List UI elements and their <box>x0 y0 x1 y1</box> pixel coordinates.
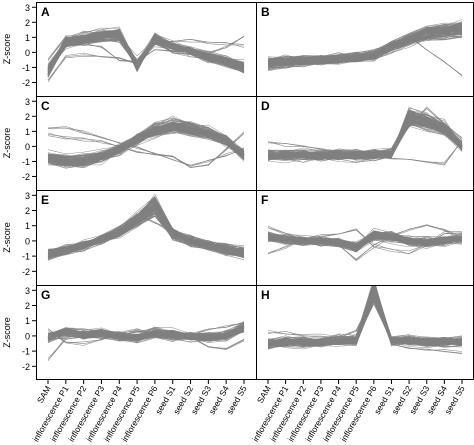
outlier-profile-line <box>47 133 245 169</box>
profile-line <box>47 32 245 72</box>
panel-label-b: B <box>261 5 270 19</box>
y-tick-label: 2 <box>25 206 30 216</box>
profile-line <box>47 124 245 165</box>
profile-line <box>47 323 245 338</box>
y-tick-label: 1 <box>25 127 30 137</box>
profile-line <box>47 35 245 70</box>
y-tick-label: 1 <box>25 316 30 326</box>
y-tick-label: 2 <box>25 301 30 311</box>
outlier-profile-line <box>47 328 245 350</box>
panel-label-g: G <box>41 288 50 302</box>
profile-line <box>47 39 245 75</box>
y-tick-label: 3 <box>25 3 30 13</box>
profile-line <box>47 128 245 166</box>
outlier-profile-line <box>47 329 245 349</box>
profile-line <box>267 288 463 348</box>
y-axis-label: Z-score <box>2 34 12 65</box>
y-axis-label: Z-score <box>2 317 12 348</box>
y-tick-label: -2 <box>22 362 30 372</box>
profile-line <box>47 126 245 159</box>
profile-line <box>47 124 245 161</box>
y-tick-label: 3 <box>25 191 30 201</box>
y-tick-label: -1 <box>22 347 30 357</box>
outlier-profile-line <box>267 224 463 260</box>
profile-line <box>267 31 463 65</box>
y-tick-label: -1 <box>22 157 30 167</box>
profile-line <box>267 124 463 160</box>
x-tick-label: SAM <box>255 384 273 405</box>
outlier-profile-line <box>47 38 245 81</box>
x-tick-label: SAM <box>35 384 53 405</box>
panel-c-lines <box>47 115 245 169</box>
panel-label-c: C <box>41 99 50 113</box>
profile-line <box>267 291 463 350</box>
profile-line <box>47 127 245 161</box>
panel-label-d: D <box>261 99 270 113</box>
frames-layer <box>36 2 474 380</box>
panel-label-e: E <box>41 193 49 207</box>
profile-line <box>47 202 245 255</box>
panel-label-a: A <box>41 5 50 19</box>
outlier-profile-line <box>47 127 245 167</box>
outlier-profile-line <box>47 36 245 63</box>
y-tick-label: 0 <box>25 48 30 58</box>
outlier-profile-line <box>267 295 463 354</box>
outlier-profile-line <box>267 36 463 76</box>
y-tick-label: 1 <box>25 221 30 231</box>
y-tick-label: -1 <box>22 63 30 73</box>
profile-line <box>267 27 463 65</box>
outlier-profile-line <box>267 106 463 159</box>
panel-h-lines <box>267 285 463 354</box>
profile-line <box>267 28 463 63</box>
y-tick-label: -2 <box>22 172 30 182</box>
profile-line <box>267 120 463 154</box>
panel-label-h: H <box>261 288 270 302</box>
y-tick-label: 3 <box>25 286 30 296</box>
outlier-profile-line <box>47 213 245 259</box>
y-tick-label: 0 <box>25 236 30 246</box>
profile-line <box>47 119 245 165</box>
profile-line <box>47 199 245 257</box>
y-tick-label: -2 <box>22 267 30 277</box>
profile-line <box>267 231 463 247</box>
panel-label-f: F <box>261 193 268 207</box>
y-tick-label: -1 <box>22 252 30 262</box>
outlier-profile-line <box>47 328 245 350</box>
profile-line <box>267 300 463 346</box>
y-tick-label: 0 <box>25 142 30 152</box>
profile-line <box>47 331 245 341</box>
y-axis-label: Z-score <box>2 222 12 253</box>
panel-a-lines <box>47 26 245 83</box>
outlier-profile-line <box>47 126 245 166</box>
panel-b-lines <box>267 19 463 77</box>
panels-layer <box>47 19 463 361</box>
outlier-profile-line <box>267 24 463 71</box>
outlier-profile-line <box>47 322 245 361</box>
profile-line <box>47 130 245 159</box>
panel-g-lines <box>47 321 245 361</box>
outlier-profile-line <box>267 140 463 166</box>
profile-line <box>47 323 245 339</box>
y-tick-label: 0 <box>25 331 30 341</box>
y-tick-label: -2 <box>22 78 30 88</box>
y-axis-label: Z-score <box>2 128 12 159</box>
y-tick-label: 3 <box>25 97 30 107</box>
y-tick-label: 1 <box>25 33 30 43</box>
y-tick-label: 2 <box>25 112 30 122</box>
panel-f-lines <box>267 224 463 262</box>
outlier-profile-line <box>47 321 245 361</box>
outlier-profile-line <box>267 229 463 254</box>
outlier-profile-line <box>267 141 463 163</box>
outlier-profile-line <box>267 107 463 161</box>
panel-e-lines <box>47 193 245 261</box>
y-tick-label: 2 <box>25 18 30 28</box>
profile-line <box>267 28 463 63</box>
panel-d-lines <box>267 106 463 166</box>
profile-line <box>267 285 463 343</box>
